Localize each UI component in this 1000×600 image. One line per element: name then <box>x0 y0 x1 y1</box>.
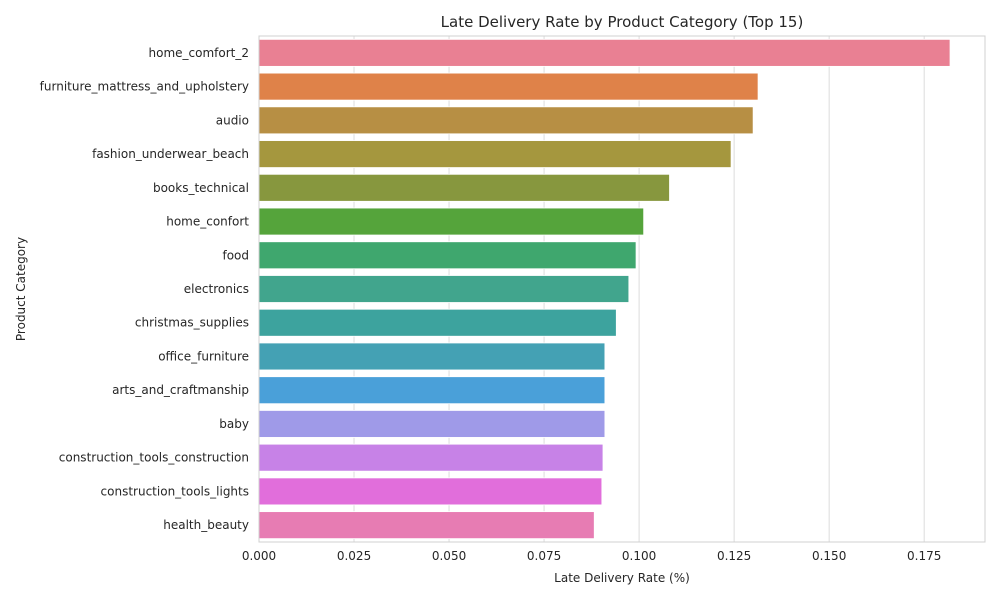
x-tick-label: 0.125 <box>717 549 751 563</box>
y-tick-label: arts_and_craftmanship <box>112 383 249 397</box>
x-tick-label: 0.100 <box>622 549 656 563</box>
bar <box>258 443 604 472</box>
y-tick-label: fashion_underwear_beach <box>92 147 249 161</box>
x-axis-label: Late Delivery Rate (%) <box>554 571 690 585</box>
bar <box>258 207 645 236</box>
bar <box>258 308 617 337</box>
bar <box>258 410 606 438</box>
y-tick-label: baby <box>219 417 249 431</box>
bar <box>258 241 637 270</box>
bar <box>258 342 606 371</box>
bars <box>258 38 951 540</box>
y-axis-label: Product Category <box>14 237 28 341</box>
y-tick-label: furniture_mattress_and_upholstery <box>40 80 249 94</box>
y-tick-label: electronics <box>184 282 249 296</box>
bar <box>258 72 759 101</box>
bar <box>258 38 951 67</box>
y-tick-label: health_beauty <box>163 518 249 532</box>
y-tick-label: audio <box>216 113 249 127</box>
x-tick-label: 0.000 <box>242 549 276 563</box>
x-tick-labels: 0.000 0.025 0.050 0.075 0.100 0.125 0.150 0.175 <box>242 549 942 563</box>
bar <box>258 477 603 506</box>
x-tick-label: 0.050 <box>432 549 466 563</box>
plot-frame <box>258 35 986 543</box>
y-tick-labels: home_comfort_2 furniture_mattress_and_uph… <box>40 46 250 532</box>
y-tick-label: food <box>222 248 249 262</box>
x-tick-label: 0.025 <box>337 549 371 563</box>
y-tick-label: christmas_supplies <box>135 316 249 330</box>
y-tick-label: books_technical <box>153 181 249 195</box>
chart-title: Late Delivery Rate by Product Category (… <box>441 13 804 31</box>
y-tick-label: construction_tools_lights <box>101 484 249 498</box>
x-tick-label: 0.075 <box>527 549 561 563</box>
y-tick-label: construction_tools_construction <box>59 451 249 465</box>
bar <box>258 376 606 405</box>
bar <box>258 511 595 540</box>
y-tick-label: office_furniture <box>158 349 249 363</box>
bar <box>258 173 670 202</box>
bar <box>258 106 754 135</box>
bar <box>258 275 630 303</box>
bar <box>258 140 732 168</box>
y-tick-label: home_confort <box>166 215 249 229</box>
x-tick-label: 0.175 <box>907 549 941 563</box>
y-tick-label: home_comfort_2 <box>149 46 250 60</box>
x-tick-label: 0.150 <box>812 549 846 563</box>
